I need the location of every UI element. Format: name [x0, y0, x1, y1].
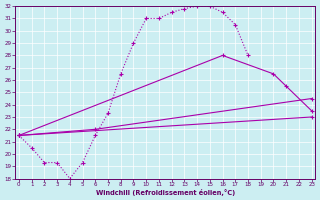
- X-axis label: Windchill (Refroidissement éolien,°C): Windchill (Refroidissement éolien,°C): [96, 189, 235, 196]
